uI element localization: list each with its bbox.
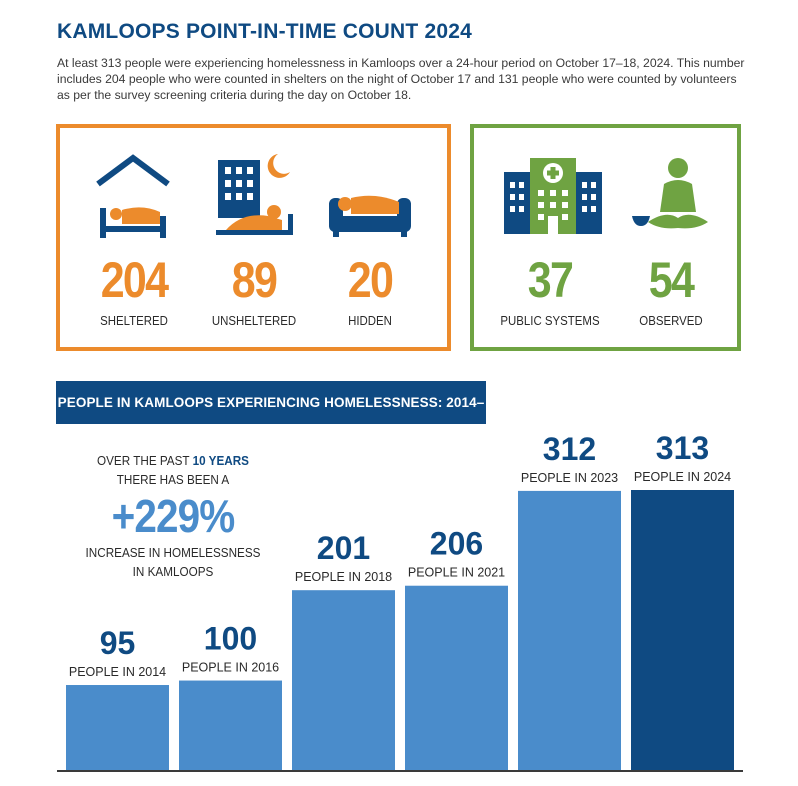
stat-observed	[626, 156, 716, 236]
stat-public-systems-value: 37	[527, 252, 574, 308]
reported-categories-box	[470, 124, 741, 351]
stat-unsheltered	[212, 150, 296, 238]
bar-0	[66, 685, 169, 770]
stat-observed-value: 54	[648, 252, 695, 308]
stat-hidden-value: 20	[347, 252, 394, 308]
stat-sheltered	[93, 152, 173, 238]
stat-public-systems-label: PUBLIC SYSTEMS	[500, 313, 600, 328]
stat-sheltered-label: SHELTERED	[100, 313, 168, 328]
chart-title-banner: PEOPLE IN KAMLOOPS EXPERIENCING HOMELESS…	[56, 381, 486, 453]
intro-paragraph: At least 313 people were experiencing ho…	[57, 56, 745, 102]
callout-line-4: IN KAMLOOPS	[132, 564, 214, 579]
bar-category-label-0: PEOPLE IN 2014	[69, 665, 166, 679]
bar-3	[405, 585, 508, 770]
bar-value-label-5: 313	[656, 430, 709, 466]
callout-percent: +229%	[111, 490, 236, 542]
stat-unsheltered-label: UNSHELTERED	[211, 313, 297, 328]
stat-hidden	[325, 182, 415, 238]
bed-icon	[96, 154, 170, 238]
callout-line-3: INCREASE IN HOMELESSNESS	[85, 545, 261, 560]
bar-1	[179, 680, 282, 770]
bar-4	[518, 490, 621, 770]
bar-value-label-2: 201	[317, 530, 370, 566]
building-moon-icon	[216, 154, 293, 235]
stat-public-systems	[500, 154, 606, 236]
callout-line-1-prefix: OVER THE PAST	[97, 453, 193, 468]
bar-value-label-0: 95	[100, 625, 136, 661]
bar-category-label-3: PEOPLE IN 2021	[408, 566, 505, 580]
bar-category-label-2: PEOPLE IN 2018	[295, 570, 392, 584]
callout-line-1: OVER THE PAST 10 YEARS	[71, 451, 274, 470]
couch-icon	[329, 195, 411, 237]
person-sitting-bowl-icon	[632, 158, 708, 229]
bar-category-label-1: PEOPLE IN 2016	[182, 661, 279, 675]
bar-value-label-3: 206	[430, 526, 483, 562]
counted-categories-box	[56, 124, 451, 351]
chart-baseline	[57, 770, 743, 772]
page-title: KAMLOOPS POINT-IN-TIME COUNT 2024	[57, 20, 472, 43]
stat-sheltered-value: 204	[100, 252, 169, 308]
callout-line-2: THERE HAS BEEN A	[116, 472, 230, 487]
bar-value-label-1: 100	[204, 621, 257, 657]
bar-5	[631, 490, 734, 770]
stat-hidden-label: HIDDEN	[348, 313, 392, 328]
bar-category-label-5: PEOPLE IN 2024	[634, 470, 731, 484]
stat-unsheltered-value: 89	[231, 252, 278, 308]
growth-callout: OVER THE PAST 10 YEARS THERE HAS BEEN A …	[60, 451, 286, 581]
hospital-icon	[504, 158, 602, 234]
bar-category-label-4: PEOPLE IN 2023	[521, 471, 618, 485]
bar-2	[292, 590, 395, 770]
stat-observed-label: OBSERVED	[639, 313, 703, 328]
callout-line-1-bold: 10 YEARS	[192, 453, 249, 468]
bar-value-label-4: 312	[543, 431, 596, 467]
